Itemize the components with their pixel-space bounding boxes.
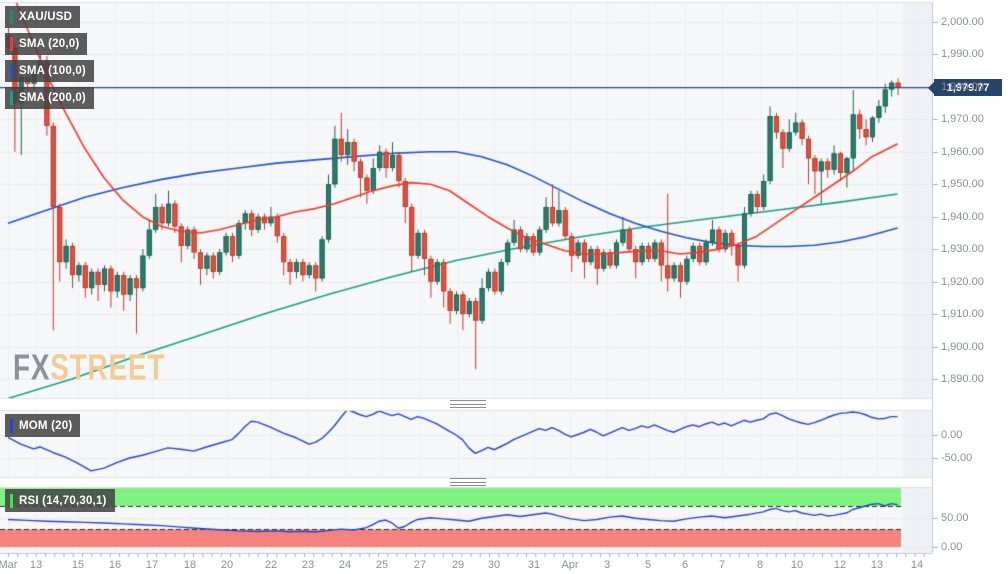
- panel-resize-handle-mom[interactable]: [450, 400, 486, 408]
- candlestick-series-icon: [10, 10, 13, 24]
- panel-resize-handle-rsi[interactable]: [450, 478, 486, 486]
- legend-rsi[interactable]: RSI (14,70,30,1): [5, 489, 115, 512]
- sma100-line-icon: [10, 64, 13, 78]
- legend-symbol[interactable]: XAU/USD: [5, 6, 81, 28]
- legend-sma20[interactable]: SMA (20,0): [5, 33, 88, 55]
- rsi-line-icon: [10, 493, 13, 508]
- sma200-line-icon: [10, 91, 13, 105]
- legend-sma200-label: SMA (200,0): [19, 92, 86, 104]
- last-price-tag: 1,979.77: [928, 79, 1002, 97]
- legend-mom[interactable]: MOM (20): [5, 414, 81, 437]
- legend-rsi-label: RSI (14,70,30,1): [19, 494, 107, 507]
- legend-sma20-label: SMA (20,0): [19, 38, 80, 50]
- legend-sma100[interactable]: SMA (100,0): [5, 60, 94, 82]
- sma20-line-icon: [10, 37, 13, 51]
- legend-symbol-label: XAU/USD: [19, 11, 73, 23]
- legend-mom-label: MOM (20): [19, 419, 73, 432]
- legend-sma200[interactable]: SMA (200,0): [5, 87, 94, 109]
- mom-line-icon: [10, 418, 13, 433]
- legend-sma100-label: SMA (100,0): [19, 65, 86, 77]
